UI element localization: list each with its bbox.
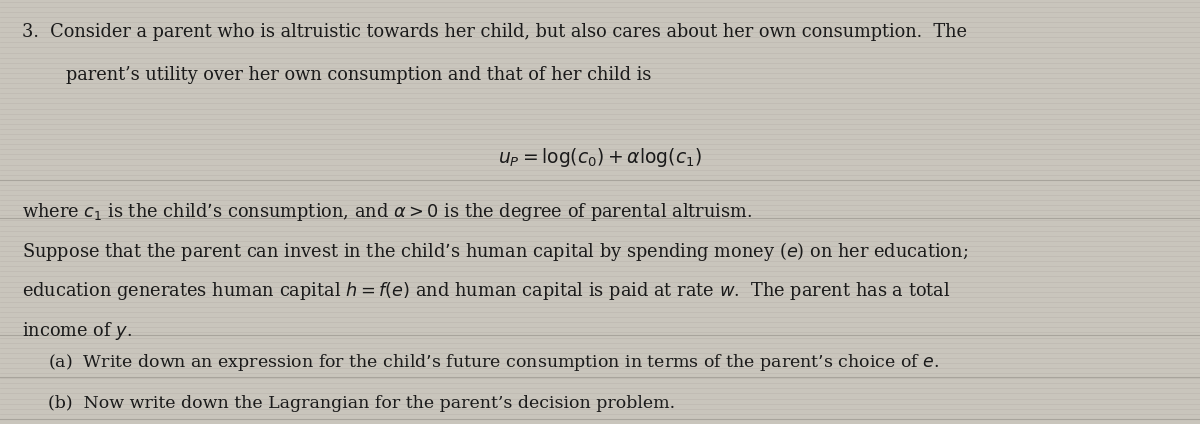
Text: where $c_1$ is the child’s consumption, and $\alpha > 0$ is the degree of parent: where $c_1$ is the child’s consumption, … <box>22 201 752 223</box>
Text: (a)  Write down an expression for the child’s future consumption in terms of the: (a) Write down an expression for the chi… <box>48 352 940 373</box>
Text: $u_P = \log(c_0) + \alpha\log(c_1)$: $u_P = \log(c_0) + \alpha\log(c_1)$ <box>498 146 702 169</box>
Text: 3.  Consider a parent who is altruistic towards her child, but also cares about : 3. Consider a parent who is altruistic t… <box>22 23 967 41</box>
Text: (b)  Now write down the Lagrangian for the parent’s decision problem.: (b) Now write down the Lagrangian for th… <box>48 395 676 412</box>
Text: Suppose that the parent can invest in the child’s human capital by spending mone: Suppose that the parent can invest in th… <box>22 240 967 262</box>
Text: parent’s utility over her own consumption and that of her child is: parent’s utility over her own consumptio… <box>66 66 652 84</box>
Text: education generates human capital $h = f(e)$ and human capital is paid at rate $: education generates human capital $h = f… <box>22 280 950 302</box>
Text: income of $y$.: income of $y$. <box>22 320 132 342</box>
